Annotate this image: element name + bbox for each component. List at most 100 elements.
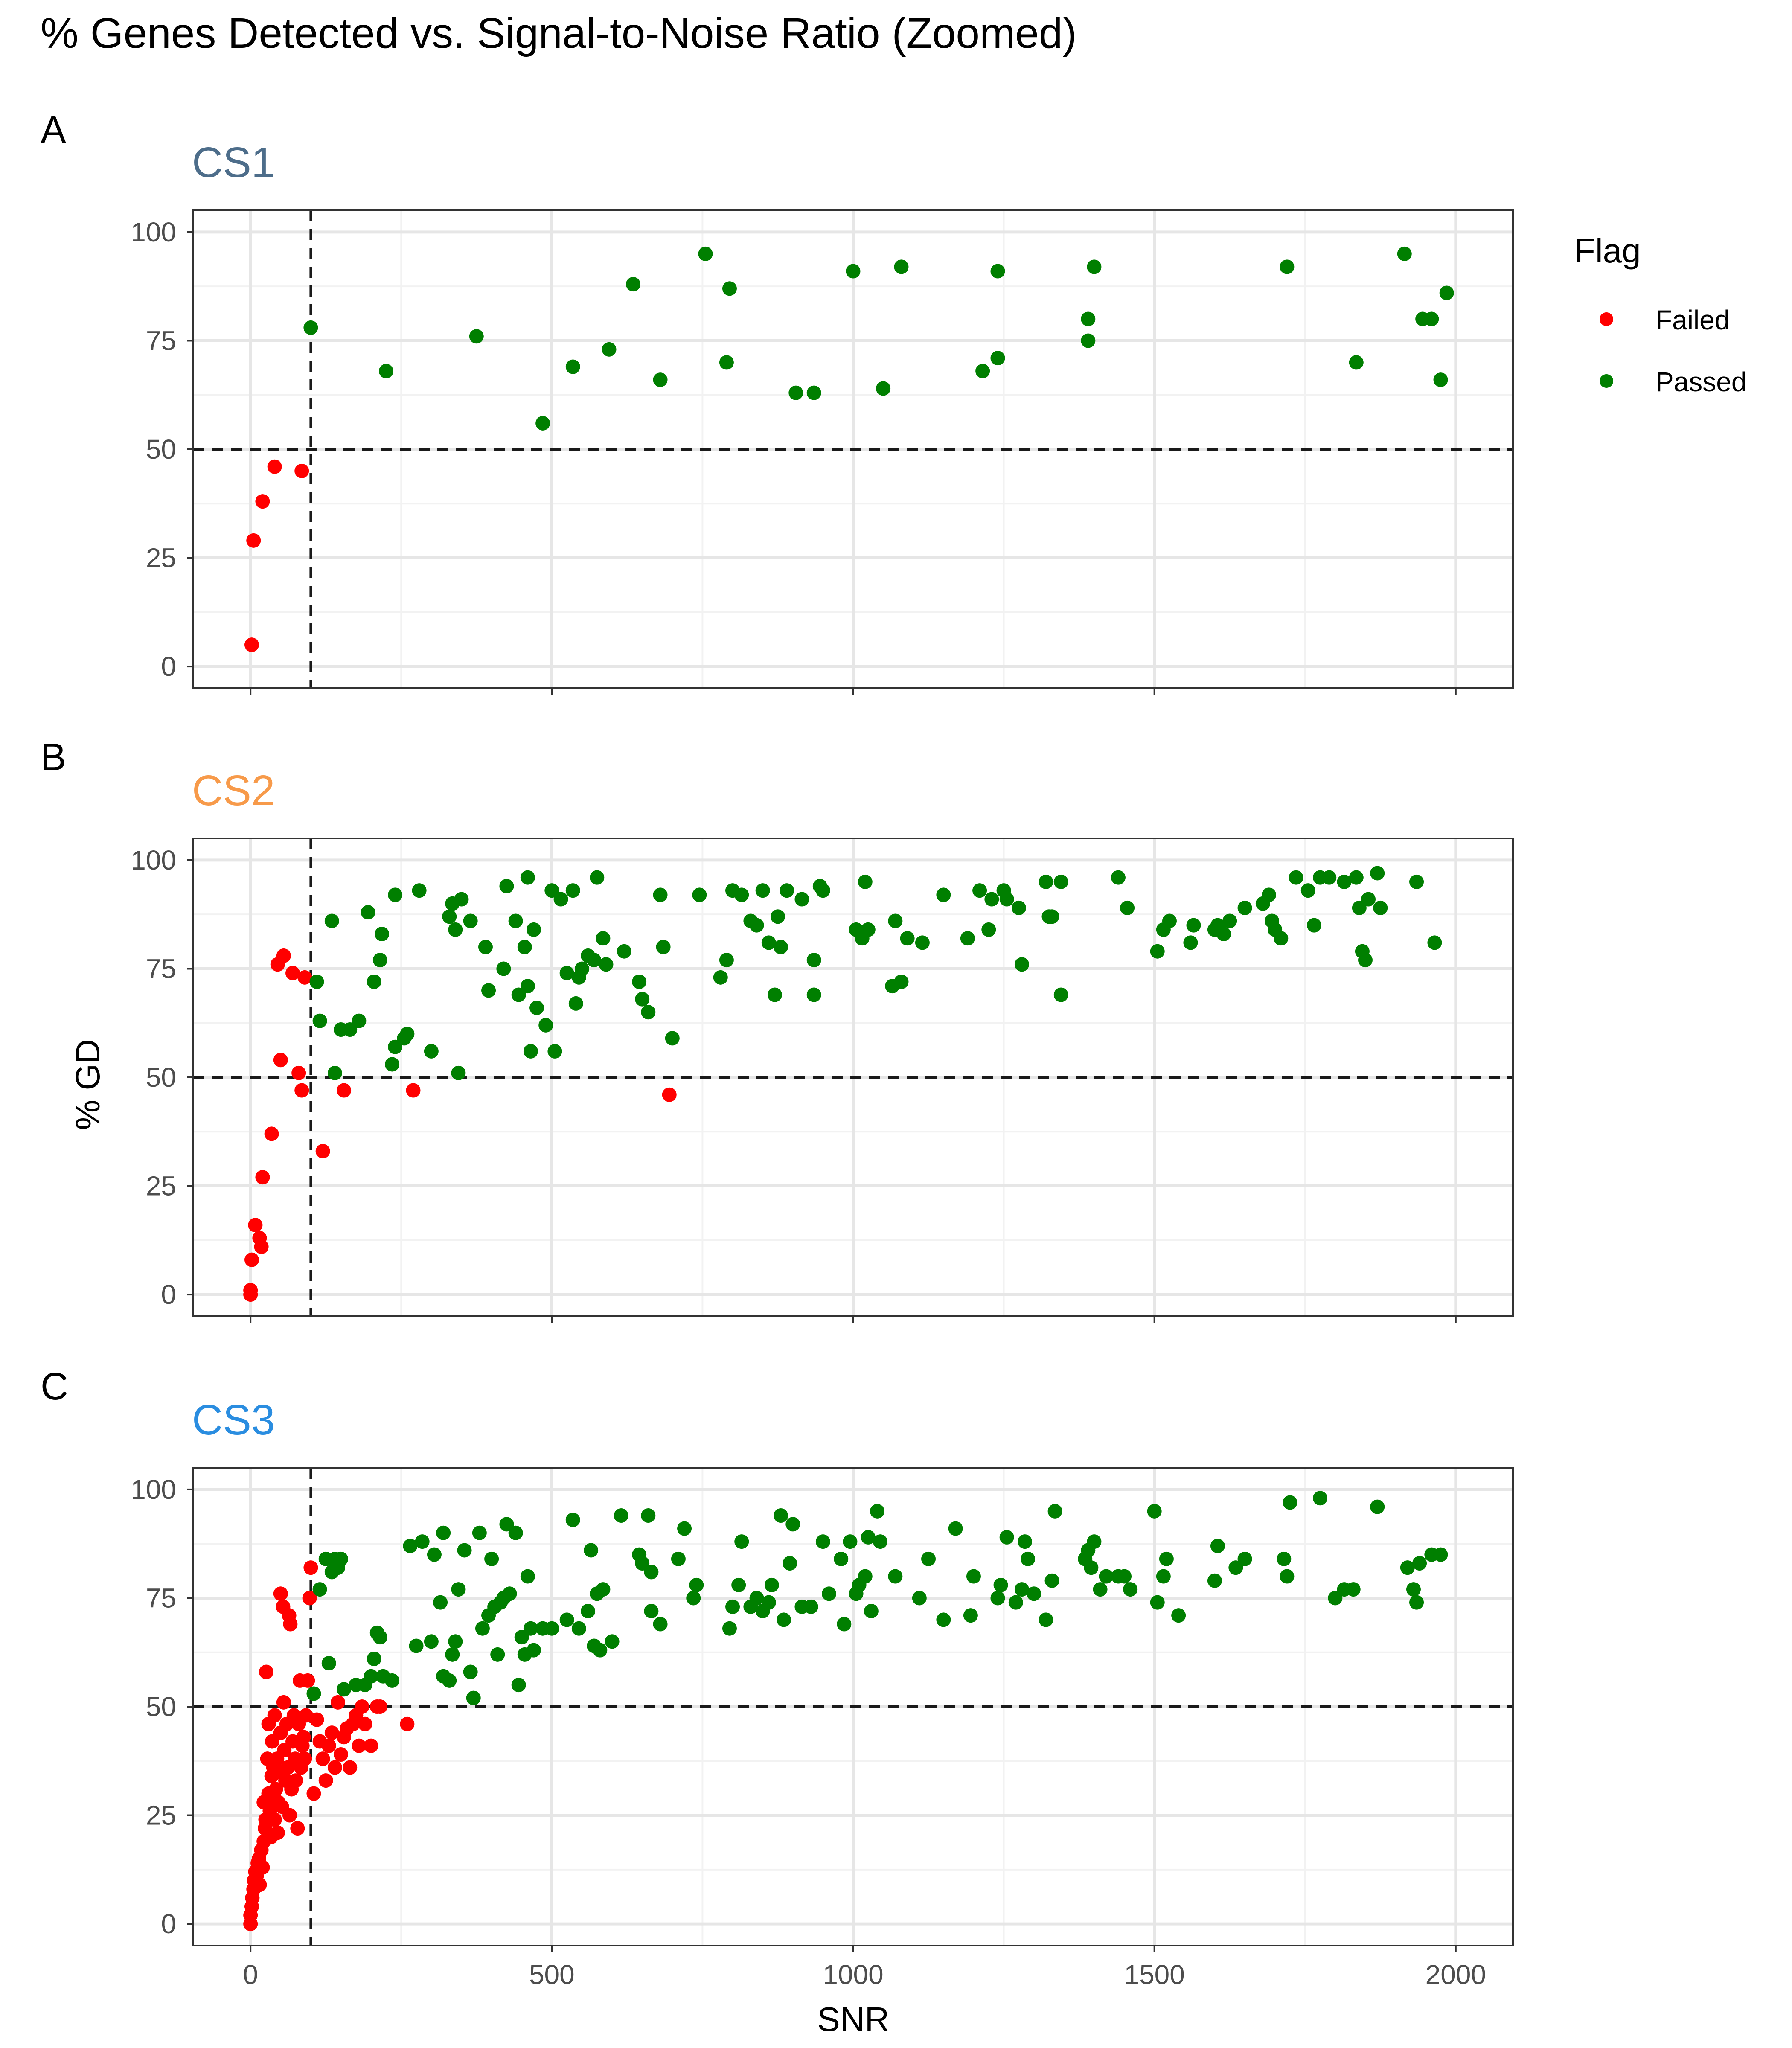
data-point-passed bbox=[1409, 1595, 1424, 1610]
data-point-passed bbox=[451, 1582, 466, 1597]
data-point-passed bbox=[1346, 1582, 1361, 1597]
data-point-passed bbox=[448, 1634, 463, 1649]
data-point-failed bbox=[276, 1695, 291, 1710]
data-point-passed bbox=[334, 1551, 349, 1566]
y-tick-label: 25 bbox=[146, 543, 176, 573]
y-tick-label: 25 bbox=[146, 1800, 176, 1831]
data-point-passed bbox=[677, 1521, 692, 1536]
data-point-passed bbox=[388, 1039, 403, 1054]
data-point-passed bbox=[1280, 1569, 1295, 1584]
data-point-passed bbox=[1228, 1560, 1243, 1575]
data-point-passed bbox=[837, 1617, 852, 1632]
data-point-passed bbox=[698, 246, 713, 261]
data-point-passed bbox=[936, 887, 951, 902]
data-point-failed bbox=[294, 1083, 309, 1098]
data-point-failed bbox=[355, 1699, 369, 1714]
data-point-passed bbox=[508, 1525, 523, 1540]
data-point-passed bbox=[596, 931, 611, 946]
data-point-passed bbox=[1412, 1556, 1427, 1571]
data-point-passed bbox=[948, 1521, 963, 1536]
data-point-passed bbox=[780, 883, 794, 898]
data-point-passed bbox=[559, 1612, 574, 1627]
data-point-passed bbox=[448, 922, 463, 937]
data-point-passed bbox=[764, 1577, 779, 1592]
data-point-passed bbox=[1081, 311, 1096, 326]
data-point-passed bbox=[1044, 1573, 1059, 1588]
data-point-passed bbox=[815, 1534, 830, 1549]
series-passed bbox=[309, 866, 1442, 1080]
y-tick-label: 75 bbox=[146, 1583, 176, 1613]
data-point-failed bbox=[321, 1738, 336, 1753]
data-point-failed bbox=[290, 1821, 305, 1836]
data-point-passed bbox=[1300, 883, 1315, 898]
data-point-failed bbox=[400, 1716, 415, 1731]
data-point-failed bbox=[300, 1673, 315, 1688]
data-point-passed bbox=[321, 1656, 336, 1671]
data-point-failed bbox=[252, 1877, 267, 1892]
data-point-passed bbox=[593, 1643, 608, 1658]
data-point-failed bbox=[248, 1218, 263, 1233]
data-point-passed bbox=[626, 277, 640, 292]
data-point-passed bbox=[1047, 1504, 1062, 1519]
legend-label-failed: Failed bbox=[1655, 305, 1730, 335]
data-point-passed bbox=[1289, 870, 1303, 885]
data-point-passed bbox=[361, 905, 375, 920]
data-point-passed bbox=[596, 1582, 611, 1597]
data-point-passed bbox=[469, 329, 484, 344]
data-point-passed bbox=[960, 931, 975, 946]
data-point-passed bbox=[463, 913, 478, 928]
data-point-passed bbox=[457, 1543, 472, 1558]
data-point-passed bbox=[900, 931, 915, 946]
data-point-passed bbox=[496, 961, 511, 976]
data-point-passed bbox=[755, 883, 770, 898]
data-point-passed bbox=[861, 922, 876, 937]
data-point-passed bbox=[1014, 957, 1029, 972]
data-point-passed bbox=[312, 1582, 327, 1597]
data-point-passed bbox=[734, 887, 749, 902]
data-point-passed bbox=[584, 1543, 599, 1558]
legend: Flag Failed Passed bbox=[1574, 232, 1746, 397]
data-point-passed bbox=[1150, 944, 1165, 959]
data-point-passed bbox=[1361, 892, 1376, 907]
data-point-passed bbox=[565, 883, 580, 898]
data-point-passed bbox=[719, 953, 734, 968]
data-point-passed bbox=[475, 1621, 490, 1636]
panel-tag: A bbox=[41, 109, 66, 151]
y-tick-label: 50 bbox=[146, 434, 176, 465]
data-point-passed bbox=[861, 1530, 876, 1545]
data-point-passed bbox=[526, 922, 541, 937]
data-point-passed bbox=[972, 883, 987, 898]
data-point-passed bbox=[520, 979, 535, 994]
data-point-passed bbox=[858, 1569, 873, 1584]
x-tick-label: 0 bbox=[243, 1959, 258, 1990]
data-point-passed bbox=[442, 909, 457, 924]
data-point-passed bbox=[1439, 285, 1454, 300]
data-point-passed bbox=[1018, 1534, 1033, 1549]
y-tick-label: 100 bbox=[131, 845, 176, 876]
y-tick-label: 50 bbox=[146, 1062, 176, 1093]
data-point-passed bbox=[834, 1551, 849, 1566]
data-point-passed bbox=[378, 364, 393, 378]
data-point-passed bbox=[385, 1057, 400, 1072]
data-point-passed bbox=[454, 892, 469, 907]
data-point-passed bbox=[873, 1534, 888, 1549]
data-point-failed bbox=[364, 1738, 378, 1753]
data-point-passed bbox=[876, 381, 891, 396]
data-point-failed bbox=[267, 1812, 282, 1827]
data-point-passed bbox=[963, 1608, 978, 1623]
data-point-passed bbox=[749, 918, 764, 933]
data-point-passed bbox=[445, 1647, 460, 1662]
data-point-passed bbox=[1171, 1608, 1186, 1623]
data-point-passed bbox=[788, 385, 803, 400]
panels: A CS1 0 25 50 75 100 B CS2 0 25 50 75 100 C CS3 0 25 50 75 1… bbox=[41, 109, 1514, 1990]
data-point-passed bbox=[644, 1565, 659, 1580]
data-point-passed bbox=[544, 883, 559, 898]
data-point-passed bbox=[535, 416, 550, 431]
data-point-passed bbox=[1117, 1569, 1132, 1584]
data-point-passed bbox=[481, 983, 496, 998]
data-point-passed bbox=[466, 1690, 481, 1705]
data-point-failed bbox=[358, 1716, 372, 1731]
y-tick-label: 0 bbox=[161, 651, 176, 682]
data-point-passed bbox=[785, 1517, 800, 1532]
data-point-passed bbox=[1159, 1551, 1174, 1566]
